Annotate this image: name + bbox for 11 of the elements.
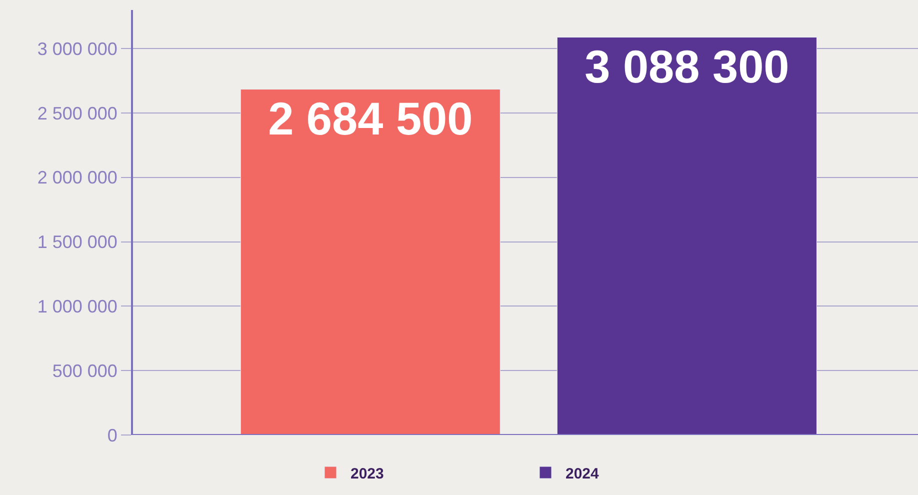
y-tick-label: 1 500 000: [37, 232, 118, 252]
y-tick-label: 1 000 000: [37, 296, 118, 317]
y-tick-label: 3 000 000: [37, 38, 118, 59]
y-tick-label: 500 000: [52, 360, 118, 381]
legend-label: 2024: [566, 465, 600, 482]
y-tick-label: 0: [107, 425, 118, 446]
data-label: 2 684 500: [268, 92, 473, 144]
data-label: 3 088 300: [584, 40, 790, 92]
y-tick-label: 2 500 000: [37, 103, 118, 124]
y-tick-label: 2 000 000: [37, 168, 118, 188]
legend-label: 2023: [350, 465, 384, 482]
